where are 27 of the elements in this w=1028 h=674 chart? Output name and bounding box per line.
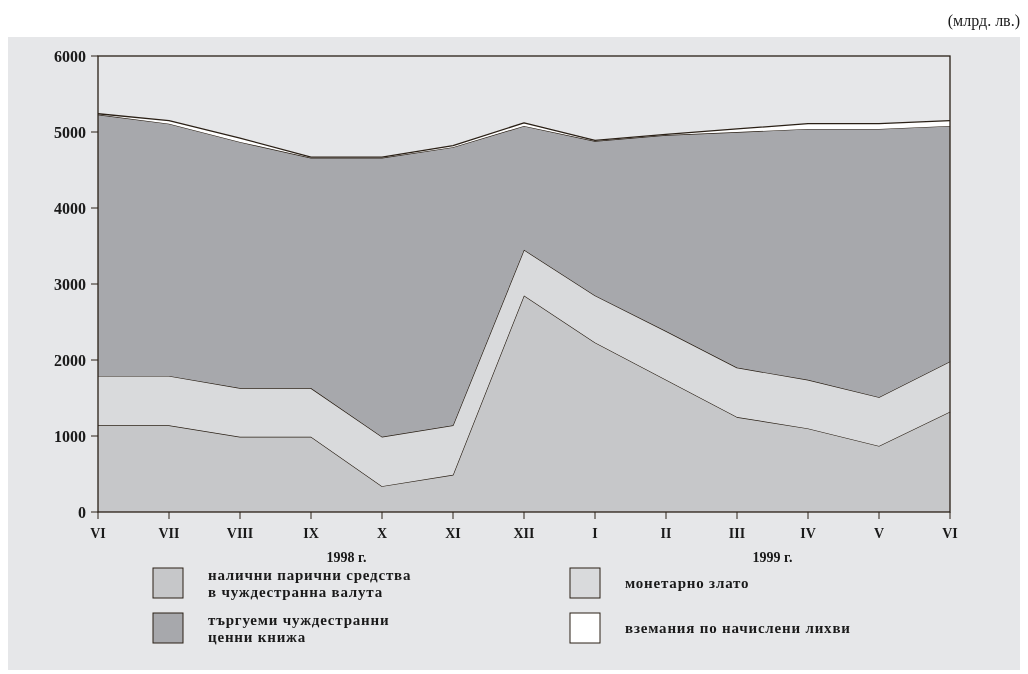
x-tick-label: III xyxy=(728,526,746,541)
text: 1998 г. xyxy=(326,550,367,565)
y-tick-label: 5000 xyxy=(54,123,86,141)
x-tick-label: X xyxy=(376,526,388,541)
legend-label: търгуеми чуждестранни ценни книжа xyxy=(208,612,390,645)
x-tick-label: IX xyxy=(303,526,319,541)
y-tick-label: 6000 xyxy=(54,47,86,65)
x-tick-label: VII xyxy=(158,526,180,541)
y-tick-label: 2000 xyxy=(54,351,86,369)
x-tick-label: XII xyxy=(513,526,535,541)
x-tick-label: XI xyxy=(445,526,461,541)
legend-label: монетарно злато xyxy=(625,575,750,591)
text: (млрд. лв.) xyxy=(947,12,1020,30)
x-tick-label: IV xyxy=(800,526,816,541)
x-tick-label: I xyxy=(592,526,598,541)
x-tick-label: VI xyxy=(942,526,958,541)
legend-label: вземания по начислени лихви xyxy=(625,620,851,636)
x-tick-label: VIII xyxy=(226,526,254,541)
y-tick-label: 0 xyxy=(78,503,86,521)
y-tick-label: 1000 xyxy=(54,427,86,445)
text: 1999 г. xyxy=(752,550,793,565)
y-tick-label: 3000 xyxy=(54,275,86,293)
legend-label: налични парични средства в чуждестранна валута xyxy=(208,567,412,600)
x-tick-label: VI xyxy=(90,526,106,541)
x-tick-label: V xyxy=(873,526,885,541)
x-tick-label: II xyxy=(660,526,672,541)
y-tick-label: 4000 xyxy=(54,199,86,217)
